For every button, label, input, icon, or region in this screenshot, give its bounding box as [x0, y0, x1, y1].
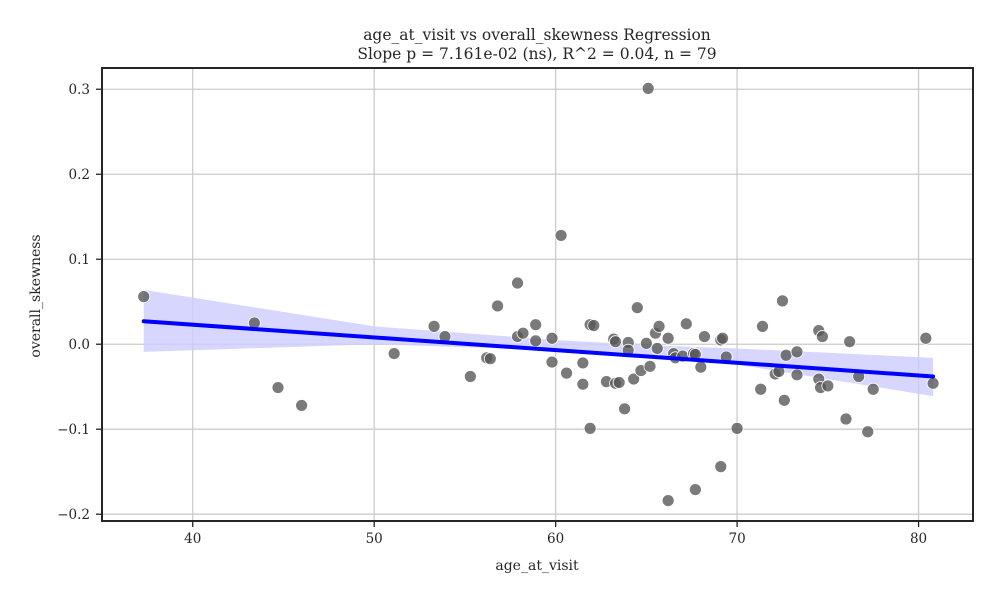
regression-line [141, 319, 936, 379]
data-point-20 [576, 356, 590, 370]
x-axis-label: age_at_visit [495, 558, 579, 574]
x-tick-label-1: 50 [366, 531, 383, 547]
data-point-3 [295, 399, 309, 412]
data-point-24 [587, 319, 601, 332]
data-point-11 [511, 276, 524, 290]
data-point-70 [815, 330, 829, 343]
data-point-57 [730, 421, 744, 435]
data-point-75 [861, 425, 875, 439]
data-point-4 [387, 347, 401, 360]
y-tick-label-0: −0.2 [57, 507, 90, 523]
x-tick-label-2: 60 [547, 531, 564, 547]
data-point-71 [821, 379, 835, 393]
data-point-55 [714, 460, 728, 474]
data-point-5 [427, 319, 441, 333]
data-point-51 [694, 360, 708, 374]
data-point-52 [698, 330, 711, 343]
data-point-19 [560, 366, 573, 380]
data-point-38 [643, 359, 657, 373]
data-point-30 [618, 402, 631, 416]
data-point-21 [576, 377, 590, 391]
data-point-76 [866, 382, 880, 396]
data-point-66 [790, 345, 804, 359]
data-point-62 [776, 294, 789, 308]
data-point-47 [679, 317, 693, 331]
data-point-50 [688, 483, 702, 496]
data-point-43 [661, 494, 675, 508]
data-point-18 [554, 229, 568, 242]
data-point-36 [639, 336, 653, 350]
data-point-16 [545, 331, 559, 345]
plot-frame [101, 67, 974, 522]
y-axis-label: overall_skewness [28, 234, 44, 357]
data-point-27 [609, 335, 622, 349]
data-point-23 [583, 421, 597, 435]
x-tick-label-3: 70 [729, 531, 746, 547]
data-point-40 [650, 342, 664, 355]
data-point-64 [779, 348, 793, 362]
data-point-54 [716, 331, 729, 345]
y-tick-label-3: 0.1 [69, 252, 90, 268]
data-point-59 [756, 319, 769, 333]
data-point-37 [641, 81, 655, 95]
chart-title: age_at_visit vs overall_skewness Regress… [363, 26, 711, 44]
y-tick-label-1: −0.1 [57, 422, 90, 438]
y-tick-label-5: 0.3 [69, 82, 90, 98]
data-point-72 [839, 412, 853, 426]
data-point-63 [777, 393, 791, 407]
data-point-2 [271, 381, 285, 394]
data-point-14 [529, 318, 543, 332]
data-point-73 [843, 335, 857, 349]
data-point-78 [926, 376, 940, 390]
grid-lines [102, 68, 973, 521]
data-point-17 [545, 355, 559, 369]
data-point-29 [612, 376, 626, 389]
data-point-65 [790, 368, 804, 382]
data-point-41 [652, 319, 666, 333]
data-point-9 [483, 352, 497, 366]
data-point-15 [529, 334, 543, 348]
data-point-13 [516, 326, 530, 340]
y-tick-label-4: 0.2 [69, 167, 90, 183]
y-axis-ticks: −0.2 −0.1 0.0 0.1 0.2 0.3 [57, 82, 102, 523]
data-point-77 [919, 331, 933, 345]
x-tick-label-0: 40 [184, 531, 201, 547]
y-tick-label-2: 0.0 [69, 337, 90, 353]
data-point-34 [630, 301, 644, 315]
x-tick-label-4: 80 [910, 531, 927, 547]
scatter-points [137, 81, 940, 508]
data-point-0 [137, 290, 151, 304]
data-point-58 [754, 382, 768, 396]
x-axis-ticks: 40 50 60 70 80 [184, 521, 927, 547]
data-point-33 [627, 372, 641, 386]
data-point-42 [661, 331, 675, 345]
data-point-7 [463, 370, 477, 383]
data-point-10 [491, 299, 504, 313]
chart-subtitle: Slope p = 7.161e-02 (ns), R^2 = 0.04, n … [357, 45, 716, 63]
